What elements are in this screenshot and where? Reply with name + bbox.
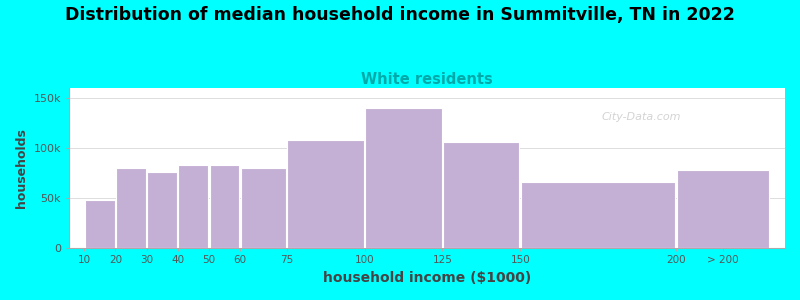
Text: Distribution of median household income in Summitville, TN in 2022: Distribution of median household income … xyxy=(65,6,735,24)
Bar xyxy=(366,108,442,248)
Bar xyxy=(677,170,769,248)
Bar xyxy=(241,168,286,248)
Bar xyxy=(210,165,239,248)
Bar xyxy=(116,168,146,248)
X-axis label: household income ($1000): household income ($1000) xyxy=(322,271,531,285)
Y-axis label: households: households xyxy=(15,128,28,208)
Bar xyxy=(178,165,208,248)
Bar xyxy=(85,200,114,248)
Bar xyxy=(521,182,675,248)
Text: City-Data.com: City-Data.com xyxy=(602,112,682,122)
Bar xyxy=(287,140,364,248)
Bar xyxy=(443,142,519,248)
Title: White residents: White residents xyxy=(361,72,493,87)
Bar xyxy=(147,172,177,248)
